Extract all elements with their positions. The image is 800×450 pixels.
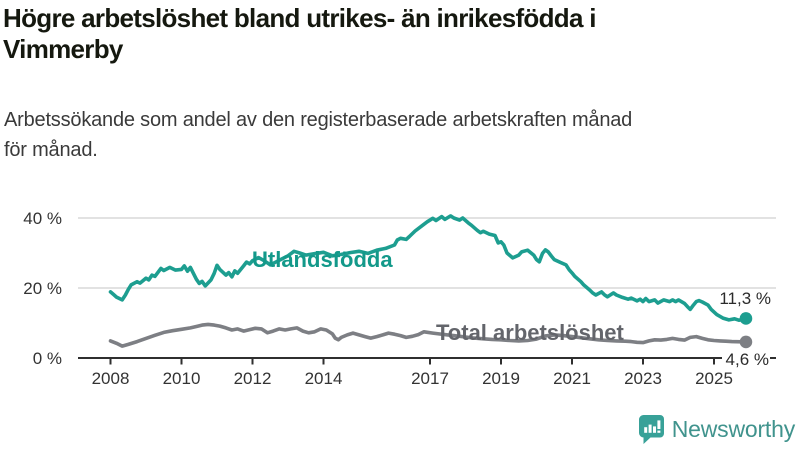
x-tick-label: 2025 [695, 369, 733, 388]
logo-exclamation-dot [657, 430, 661, 433]
y-tick-label: 40 % [23, 209, 62, 228]
logo-bar-3 [652, 425, 656, 433]
logo-bar-2 [648, 424, 652, 433]
unemployment-line-chart: 2008 2010 2012 2014 2017 2019 2021 2023 2025 0 % 2… [23, 209, 776, 388]
x-tick-label: 2021 [553, 369, 591, 388]
series-label-utlandsfodda: Utlandsfödda [252, 247, 393, 272]
y-tick-label: 20 % [23, 279, 62, 298]
series-line-total [108, 322, 748, 348]
x-tick-label: 2019 [482, 369, 520, 388]
page-subtitle-line1: Arbetssökande som andel av den registerb… [4, 109, 633, 131]
newsworthy-logo: Newsworthy [638, 411, 795, 447]
series-end-dot-utlandsfodda [739, 312, 753, 325]
series-line-utlandsfodda [108, 214, 748, 322]
page-title-line1: Högre arbetslöshet bland utrikes- än inr… [3, 3, 596, 33]
x-tick-label: 2008 [92, 369, 130, 388]
value-label-utlandsfodda: 11,3 % [719, 289, 771, 308]
logo-wordmark: Newsworthy [671, 415, 795, 442]
y-tick-label: 0 % [33, 349, 62, 368]
series-end-dot-total [739, 335, 753, 349]
logo-exclamation-bar [657, 419, 661, 429]
page-title-line2: Vimmerby [3, 34, 123, 64]
x-tick-label: 2017 [411, 369, 449, 388]
x-tick-label: 2012 [234, 369, 272, 388]
page-title: Högre arbetslöshet bland utrikes- än inr… [3, 3, 783, 65]
logo-bar-1 [643, 426, 647, 433]
value-label-total-backing [722, 351, 770, 368]
x-tick-label: 2014 [305, 369, 343, 388]
page-subtitle-line2: för månad. [4, 139, 98, 161]
x-tick-label: 2010 [163, 369, 201, 388]
series-label-total-arbetsloshet: Total arbetslöshet [436, 320, 625, 345]
page-subtitle: Arbetssökande som andel av den registerb… [4, 105, 794, 165]
x-tick-label: 2023 [624, 369, 662, 388]
value-label-total-arbetsloshet: 4,6 % [726, 350, 769, 369]
speech-bubble-bar-chart-icon [638, 414, 664, 444]
